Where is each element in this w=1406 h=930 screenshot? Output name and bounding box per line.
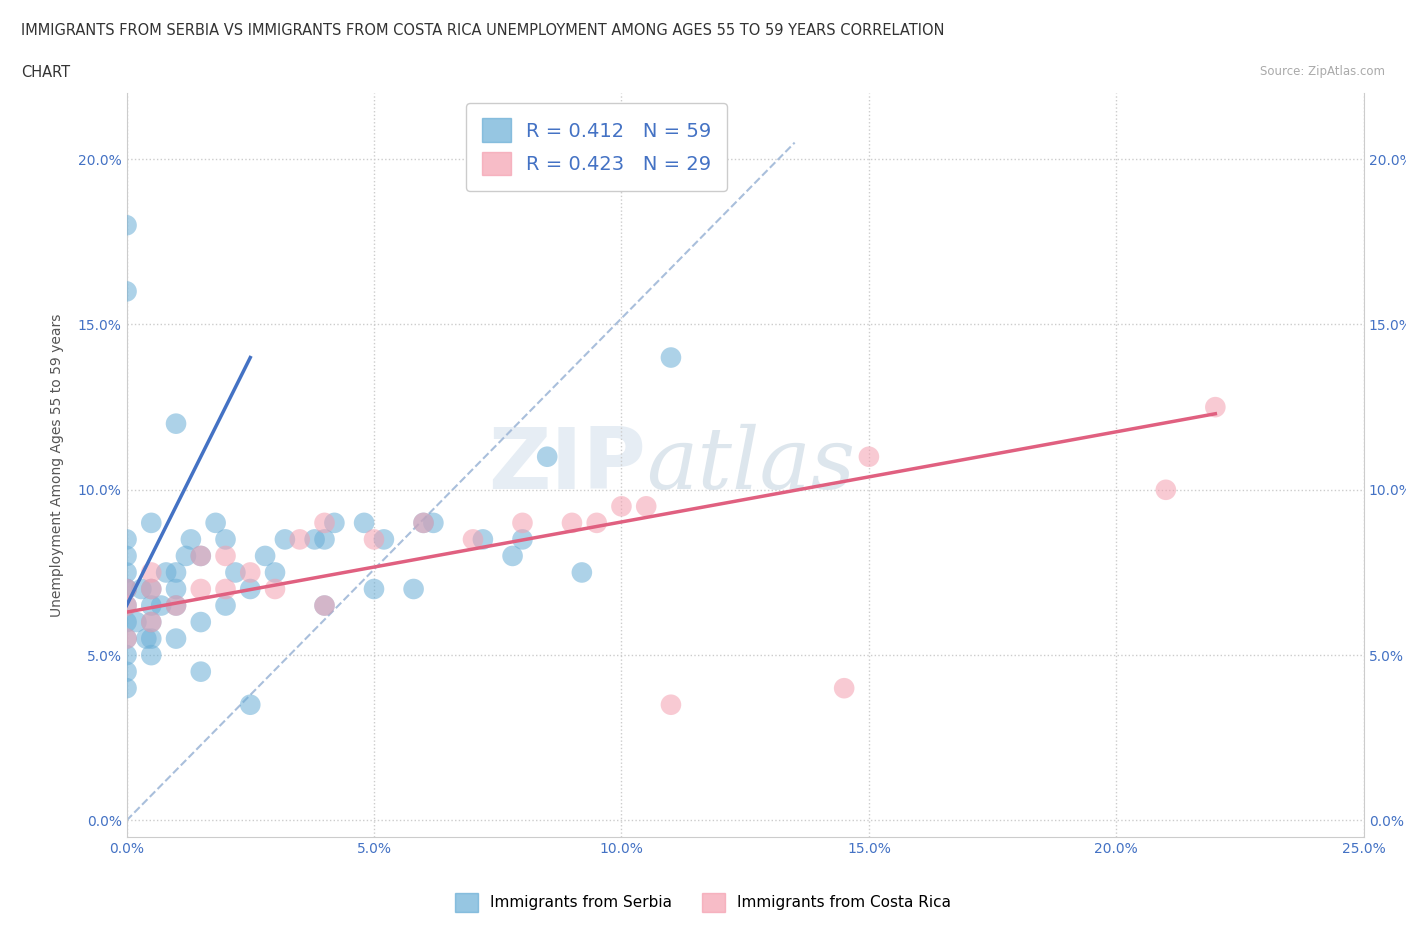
Point bbox=[141, 615, 163, 630]
Point bbox=[659, 698, 682, 712]
Legend: R = 0.412   N = 59, R = 0.423   N = 29: R = 0.412 N = 59, R = 0.423 N = 29 bbox=[467, 102, 727, 191]
Point bbox=[512, 515, 534, 530]
Point bbox=[239, 581, 262, 596]
Point bbox=[125, 615, 148, 630]
Point bbox=[115, 664, 138, 679]
Legend: Immigrants from Serbia, Immigrants from Costa Rica: Immigrants from Serbia, Immigrants from … bbox=[449, 887, 957, 918]
Point bbox=[353, 515, 375, 530]
Point bbox=[141, 631, 163, 646]
Point bbox=[832, 681, 855, 696]
Point bbox=[190, 615, 212, 630]
Point bbox=[314, 598, 336, 613]
Text: IMMIGRANTS FROM SERBIA VS IMMIGRANTS FROM COSTA RICA UNEMPLOYMENT AMONG AGES 55 : IMMIGRANTS FROM SERBIA VS IMMIGRANTS FRO… bbox=[21, 23, 945, 38]
Point bbox=[264, 565, 287, 580]
Point bbox=[115, 532, 138, 547]
Point bbox=[214, 532, 236, 547]
Point bbox=[536, 449, 558, 464]
Point bbox=[165, 581, 187, 596]
Point bbox=[115, 549, 138, 564]
Point bbox=[150, 598, 173, 613]
Text: atlas: atlas bbox=[647, 424, 855, 506]
Point bbox=[214, 581, 236, 596]
Point bbox=[636, 498, 658, 513]
Point bbox=[190, 549, 212, 564]
Point bbox=[180, 532, 202, 547]
Point bbox=[141, 647, 163, 662]
Point bbox=[115, 631, 138, 646]
Point bbox=[190, 664, 212, 679]
Point bbox=[115, 598, 138, 613]
Point bbox=[412, 515, 434, 530]
Point bbox=[239, 698, 262, 712]
Point bbox=[1154, 483, 1177, 498]
Point bbox=[314, 598, 336, 613]
Point bbox=[214, 598, 236, 613]
Point bbox=[115, 565, 138, 580]
Point bbox=[141, 581, 163, 596]
Point bbox=[165, 417, 187, 432]
Point bbox=[115, 284, 138, 299]
Point bbox=[373, 532, 395, 547]
Point bbox=[314, 515, 336, 530]
Point bbox=[363, 532, 385, 547]
Point bbox=[141, 615, 163, 630]
Point bbox=[264, 581, 287, 596]
Y-axis label: Unemployment Among Ages 55 to 59 years: Unemployment Among Ages 55 to 59 years bbox=[51, 313, 63, 617]
Point bbox=[115, 681, 138, 696]
Point bbox=[858, 449, 880, 464]
Point bbox=[165, 565, 187, 580]
Point bbox=[115, 631, 138, 646]
Point bbox=[115, 647, 138, 662]
Point bbox=[204, 515, 226, 530]
Point bbox=[131, 581, 153, 596]
Text: ZIP: ZIP bbox=[488, 423, 647, 507]
Text: Source: ZipAtlas.com: Source: ZipAtlas.com bbox=[1260, 65, 1385, 78]
Point bbox=[288, 532, 311, 547]
Text: CHART: CHART bbox=[21, 65, 70, 80]
Point bbox=[115, 581, 138, 596]
Point bbox=[174, 549, 197, 564]
Point bbox=[115, 218, 138, 232]
Point bbox=[141, 598, 163, 613]
Point bbox=[165, 631, 187, 646]
Point bbox=[115, 598, 138, 613]
Point bbox=[512, 532, 534, 547]
Point bbox=[412, 515, 434, 530]
Point bbox=[323, 515, 346, 530]
Point bbox=[115, 615, 138, 630]
Point bbox=[402, 581, 425, 596]
Point bbox=[155, 565, 177, 580]
Point bbox=[274, 532, 297, 547]
Point bbox=[314, 532, 336, 547]
Point bbox=[363, 581, 385, 596]
Point bbox=[461, 532, 484, 547]
Point bbox=[165, 598, 187, 613]
Point bbox=[135, 631, 157, 646]
Point bbox=[115, 581, 138, 596]
Point bbox=[141, 515, 163, 530]
Point bbox=[190, 581, 212, 596]
Point bbox=[224, 565, 246, 580]
Point bbox=[585, 515, 607, 530]
Point bbox=[115, 581, 138, 596]
Point bbox=[610, 498, 633, 513]
Point bbox=[471, 532, 494, 547]
Point bbox=[254, 549, 277, 564]
Point bbox=[571, 565, 593, 580]
Point bbox=[190, 549, 212, 564]
Point bbox=[502, 549, 524, 564]
Point bbox=[165, 598, 187, 613]
Point bbox=[141, 565, 163, 580]
Point bbox=[141, 581, 163, 596]
Point bbox=[304, 532, 326, 547]
Point bbox=[659, 350, 682, 365]
Point bbox=[239, 565, 262, 580]
Point bbox=[214, 549, 236, 564]
Point bbox=[422, 515, 444, 530]
Point bbox=[1204, 400, 1226, 415]
Point bbox=[561, 515, 583, 530]
